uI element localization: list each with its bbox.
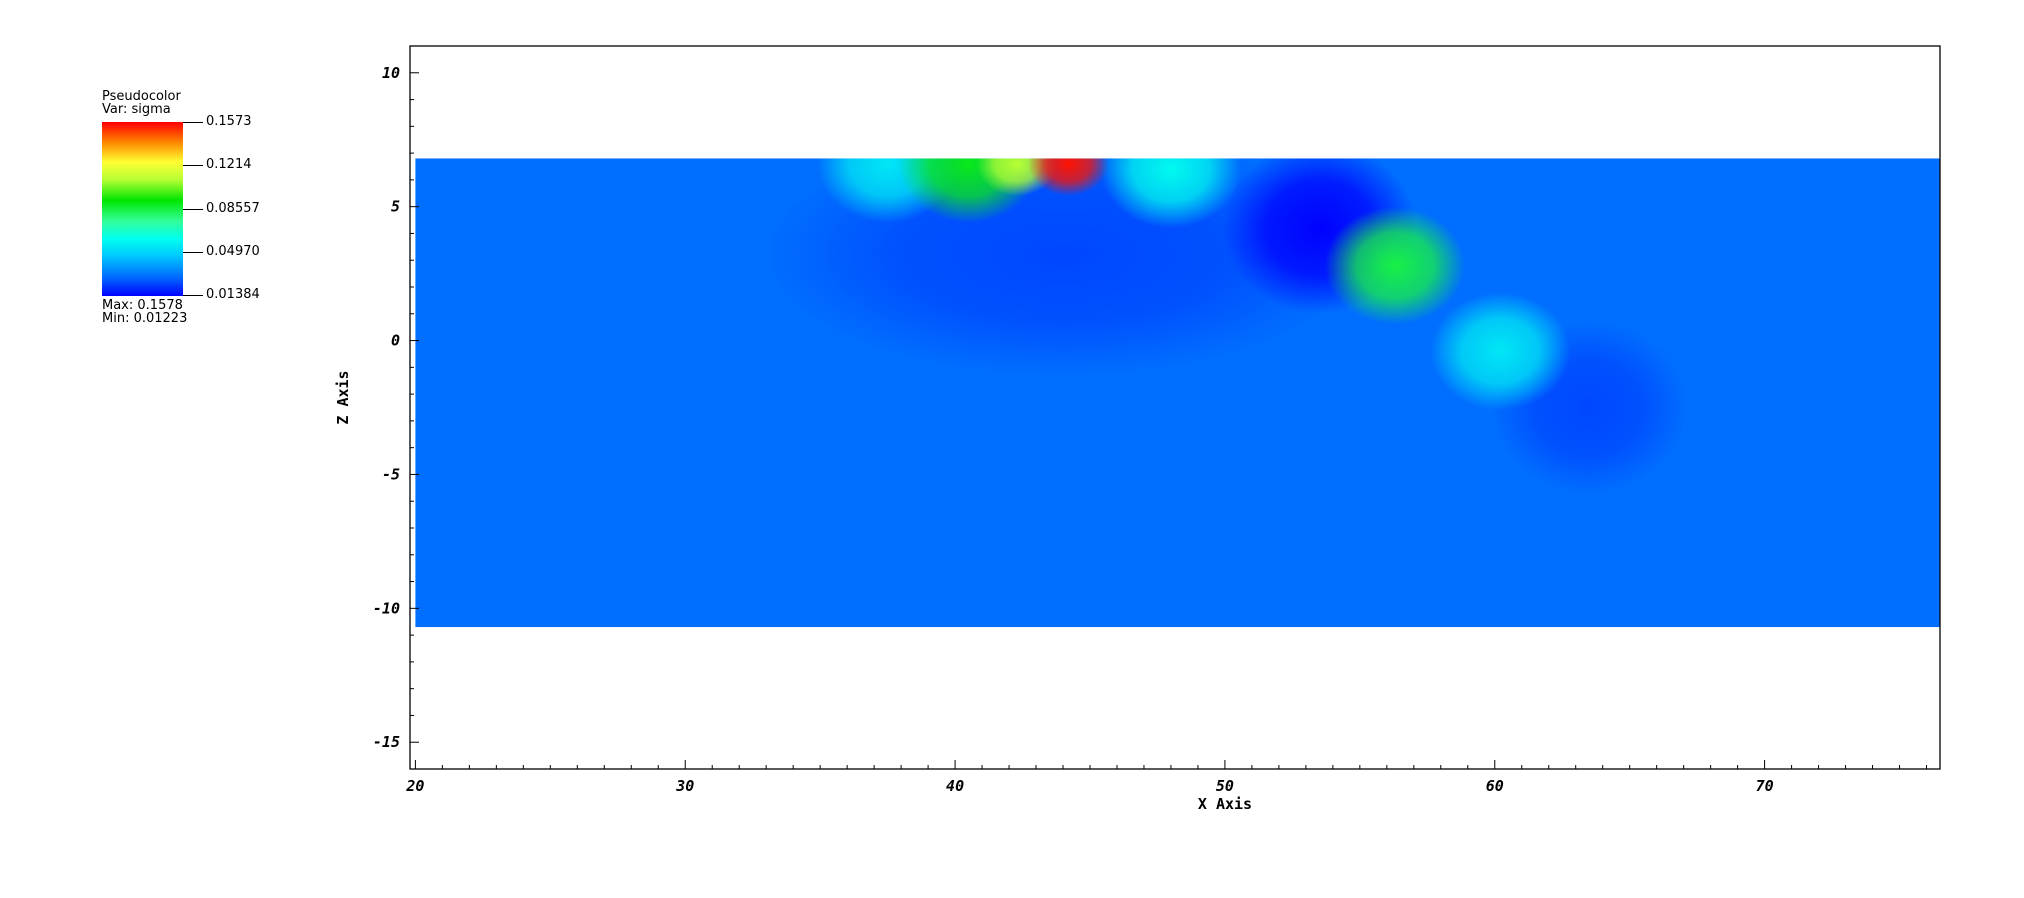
- legend-tick-label: 0.08557: [206, 201, 260, 216]
- z-tick-label: -5: [382, 465, 400, 483]
- sigma-high-region: [1430, 292, 1571, 411]
- legend-tick-mark: [183, 165, 203, 166]
- z-axis-title: Z Axis: [334, 370, 352, 424]
- sigma-high-region: [1324, 206, 1466, 325]
- z-tick-label: 5: [391, 198, 400, 216]
- x-tick-label: 40: [946, 777, 964, 795]
- z-tick-label: -10: [373, 599, 400, 617]
- legend-title: Pseudocolor: [102, 89, 181, 104]
- z-tick-label: -15: [373, 733, 400, 751]
- colorbar-gradient: [102, 122, 183, 296]
- x-tick-label: 60: [1486, 777, 1504, 795]
- legend-tick-mark: [183, 209, 203, 210]
- legend-min-label: Min: 0.01223: [102, 311, 188, 326]
- legend-max-label: Max: 0.1578: [102, 298, 183, 313]
- x-tick-label: 20: [405, 777, 424, 795]
- plot-frame: [409, 45, 1941, 770]
- legend-tick-mark: [183, 252, 203, 253]
- legend-variable: Var: sigma: [102, 102, 171, 117]
- x-tick-label: 70: [1756, 777, 1774, 795]
- z-tick-label: 0: [391, 332, 400, 350]
- legend-tick-mark: [183, 122, 203, 123]
- x-tick-label: 30: [675, 777, 694, 795]
- legend-tick-mark: [183, 295, 203, 296]
- legend-tick-label: 0.01384: [206, 287, 260, 302]
- legend-tick-label: 0.04970: [206, 244, 260, 259]
- colorbar-legend: Pseudocolor Var: sigma 0.1573 0.1214 0.0…: [102, 88, 322, 338]
- sigma-field: [415, 158, 1940, 628]
- sigma-high-region: [1027, 158, 1109, 196]
- x-tick-label: 50: [1216, 777, 1234, 795]
- z-tick-label: 10: [382, 64, 400, 82]
- sigma-high-region: [1100, 158, 1242, 229]
- legend-tick-label: 0.1573: [206, 114, 252, 129]
- legend-tick-label: 0.1214: [206, 157, 252, 172]
- x-axis-title: X Axis: [1198, 795, 1252, 813]
